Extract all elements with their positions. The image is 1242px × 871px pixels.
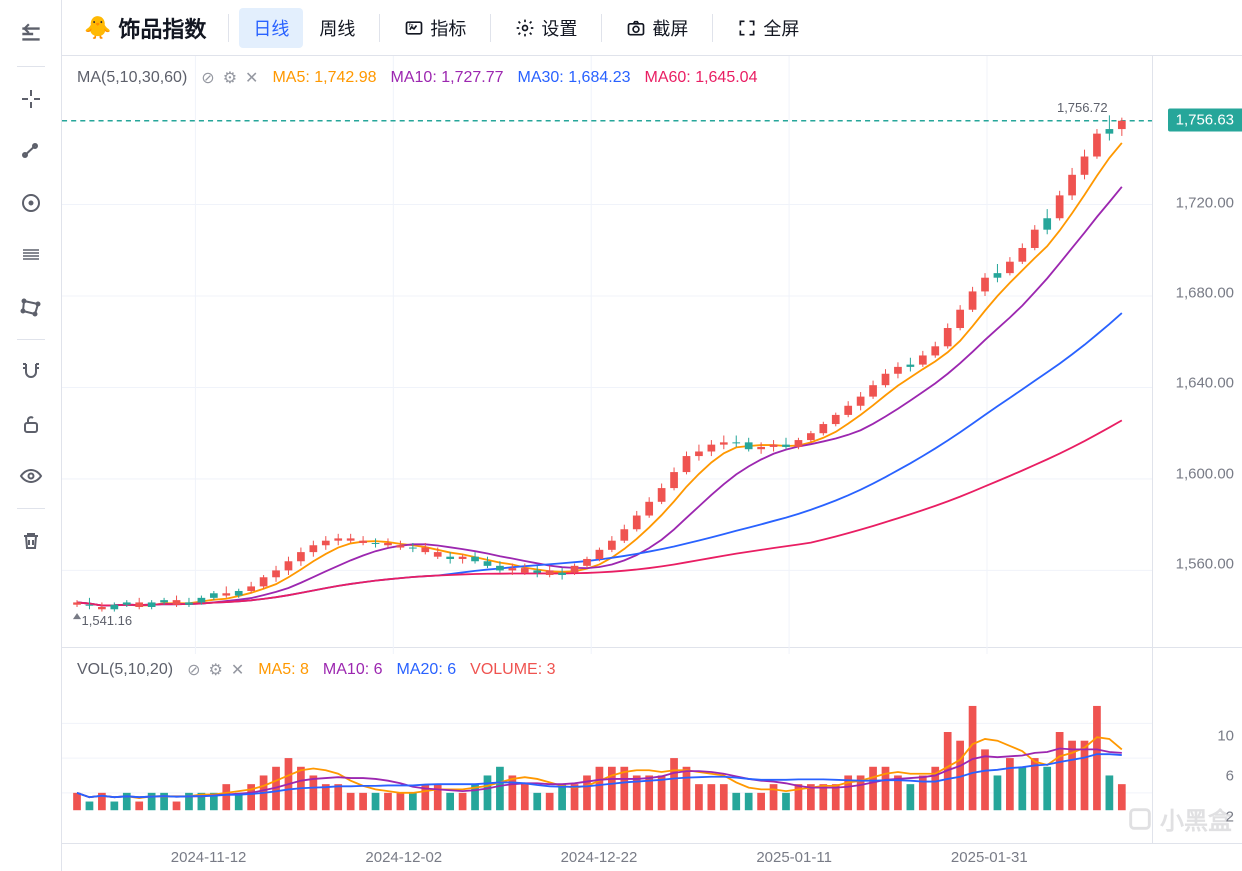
hover-price-label: 1,756.72 <box>1057 100 1108 115</box>
indicator-button[interactable]: fx 指标 <box>390 8 480 48</box>
menu-icon[interactable] <box>9 12 53 56</box>
polygon-tool-icon[interactable] <box>9 285 53 329</box>
ytick-label: 1,600.00 <box>1176 465 1234 482</box>
lock-tool-icon[interactable] <box>9 402 53 446</box>
price-chart[interactable] <box>62 56 1152 654</box>
symbol-title[interactable]: 🐥 饰品指数 <box>72 6 218 50</box>
volume-pane[interactable]: VOL(5,10,20) ⊘ ⚙ ✕ MA5: 8 MA10: 6 MA20: … <box>62 648 1242 843</box>
bars-tool-icon[interactable] <box>9 233 53 277</box>
trend-line-tool-icon[interactable] <box>9 129 53 173</box>
eye-slash-icon[interactable]: ⊘ <box>201 68 214 88</box>
close-icon[interactable]: ✕ <box>245 68 258 88</box>
screenshot-button[interactable]: 截屏 <box>612 8 702 48</box>
interval-周线[interactable]: 周线 <box>305 8 369 48</box>
circle-tool-icon[interactable] <box>9 181 53 225</box>
current-price-flag: 1,756.63 <box>1168 108 1242 131</box>
price-pane[interactable]: MA(5,10,30,60) ⊘ ⚙ ✕ MA5: 1,742.98 MA10:… <box>62 56 1242 648</box>
fullscreen-button[interactable]: 全屏 <box>723 8 813 48</box>
watermark: 小黑盒 <box>1126 801 1232 836</box>
vol-ytick: 6 <box>1226 768 1234 785</box>
settings-button[interactable]: 设置 <box>501 8 591 48</box>
eye-slash-icon[interactable]: ⊘ <box>187 660 200 680</box>
svg-text:fx: fx <box>409 23 414 29</box>
xtick-label: 2024-12-22 <box>561 849 638 866</box>
xtick-label: 2024-11-12 <box>171 849 247 866</box>
price-legend: MA(5,10,30,60) ⊘ ⚙ ✕ MA5: 1,742.98 MA10:… <box>77 68 757 88</box>
ytick-label: 1,560.00 <box>1176 556 1234 573</box>
main-area: 🐥 饰品指数 日线周线 fx 指标 设置 截屏 全屏 <box>62 0 1242 871</box>
gear-icon[interactable]: ⚙ <box>223 68 237 88</box>
xtick-label: 2024-12-02 <box>365 849 442 866</box>
ytick-label: 1,720.00 <box>1176 194 1234 211</box>
eye-tool-icon[interactable] <box>9 454 53 498</box>
vol-ytick: 10 <box>1217 727 1234 744</box>
cross-tool-icon[interactable] <box>9 77 53 121</box>
trash-tool-icon[interactable] <box>9 519 53 563</box>
close-icon[interactable]: ✕ <box>231 660 244 680</box>
magnet-tool-icon[interactable] <box>9 350 53 394</box>
top-toolbar: 🐥 饰品指数 日线周线 fx 指标 设置 截屏 全屏 <box>62 0 1242 56</box>
xtick-label: 2025-01-11 <box>756 849 832 866</box>
gear-icon[interactable]: ⚙ <box>208 660 222 680</box>
ytick-label: 1,640.00 <box>1176 375 1234 392</box>
price-yaxis[interactable]: 1,560.00 1,600.00 1,640.00 1,680.00 1,720.00… <box>1152 56 1242 647</box>
title-text: 饰品指数 <box>118 12 206 44</box>
low-price-label: 1,541.16 <box>82 613 133 628</box>
xtick-label: 2025-01-31 <box>951 849 1028 866</box>
interval-group: 日线周线 <box>239 8 369 48</box>
vol-legend: VOL(5,10,20) ⊘ ⚙ ✕ MA5: 8 MA10: 6 MA20: … <box>77 660 556 680</box>
left-toolbar <box>0 0 62 871</box>
interval-日线[interactable]: 日线 <box>239 8 303 48</box>
ytick-label: 1,680.00 <box>1176 285 1234 302</box>
duck-icon: 🐥 <box>84 15 111 41</box>
time-axis[interactable]: 2024-11-12 2024-12-02 2024-12-22 2025-01-11… <box>62 843 1242 871</box>
